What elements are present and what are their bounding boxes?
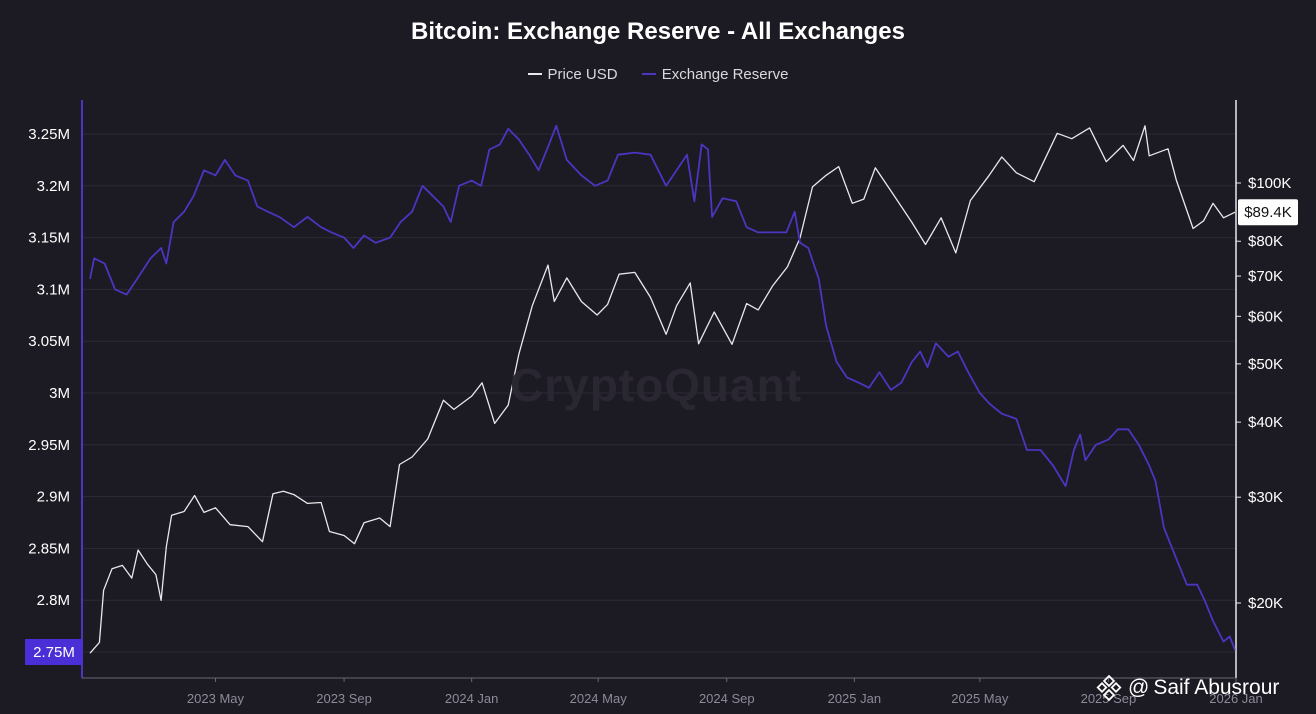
x-tick-label: 2025 Jan — [828, 691, 882, 706]
right-tick-label: $100K — [1248, 175, 1291, 192]
series-line-exchange-reserve — [89, 124, 1236, 651]
left-tick-label: 3.25M — [28, 126, 70, 143]
current-reserve-label: 2.75M — [33, 644, 75, 661]
left-tick-label: 3.15M — [28, 230, 70, 247]
chart-title: Bitcoin: Exchange Reserve - All Exchange… — [411, 18, 905, 45]
left-tick-label: 3.2M — [37, 178, 70, 195]
right-tick-label: $50K — [1248, 356, 1283, 373]
author-credit: @ Saif Abusrour — [1096, 675, 1279, 701]
x-tick-label: 2023 May — [187, 691, 245, 706]
left-tick-label: 2.8M — [37, 592, 70, 609]
left-tick-label: 2.9M — [37, 489, 70, 506]
left-tick-label: 2.85M — [28, 540, 70, 557]
current-price-badge — [1238, 199, 1298, 226]
x-tick-label: 2024 Sep — [699, 691, 755, 706]
series-line-price-usd — [89, 125, 1236, 654]
x-tick-label: 2023 Sep — [316, 691, 372, 706]
left-tick-label: 2.95M — [28, 437, 70, 454]
at-icon: @ — [1128, 676, 1150, 699]
right-tick-label: $70K — [1248, 268, 1283, 285]
right-tick-label: $40K — [1248, 414, 1283, 431]
right-tick-label: $80K — [1248, 233, 1283, 250]
left-tick-label: 3.05M — [28, 333, 70, 350]
legend-label-price: Price USD — [547, 65, 618, 83]
watermark: CryptoQuant — [510, 359, 803, 411]
x-tick-label: 2025 May — [951, 691, 1009, 706]
right-tick-label: $60K — [1248, 308, 1283, 325]
current-price-label: $89.4K — [1244, 204, 1292, 221]
legend-swatch-price — [527, 73, 542, 75]
left-tick-label: 3.1M — [37, 281, 70, 298]
left-tick-label: 3M — [49, 385, 70, 402]
legend: Price USD Exchange Reserve — [0, 62, 1316, 83]
right-tick-label: $20K — [1248, 595, 1283, 612]
current-reserve-badge — [25, 639, 82, 665]
binance-logo-icon — [1096, 675, 1122, 701]
author-name: Saif Abusrour — [1153, 676, 1280, 699]
x-tick-label: 2024 May — [570, 691, 628, 706]
x-tick-label: 2026 Jan — [1209, 691, 1263, 706]
legend-label-reserve: Exchange Reserve — [661, 65, 789, 83]
legend-item-reserve[interactable]: Exchange Reserve — [641, 65, 789, 83]
right-tick-label: $30K — [1248, 489, 1283, 506]
legend-swatch-reserve — [641, 73, 656, 75]
x-tick-label: 2024 Jan — [445, 691, 499, 706]
legend-item-price[interactable]: Price USD — [527, 65, 618, 83]
